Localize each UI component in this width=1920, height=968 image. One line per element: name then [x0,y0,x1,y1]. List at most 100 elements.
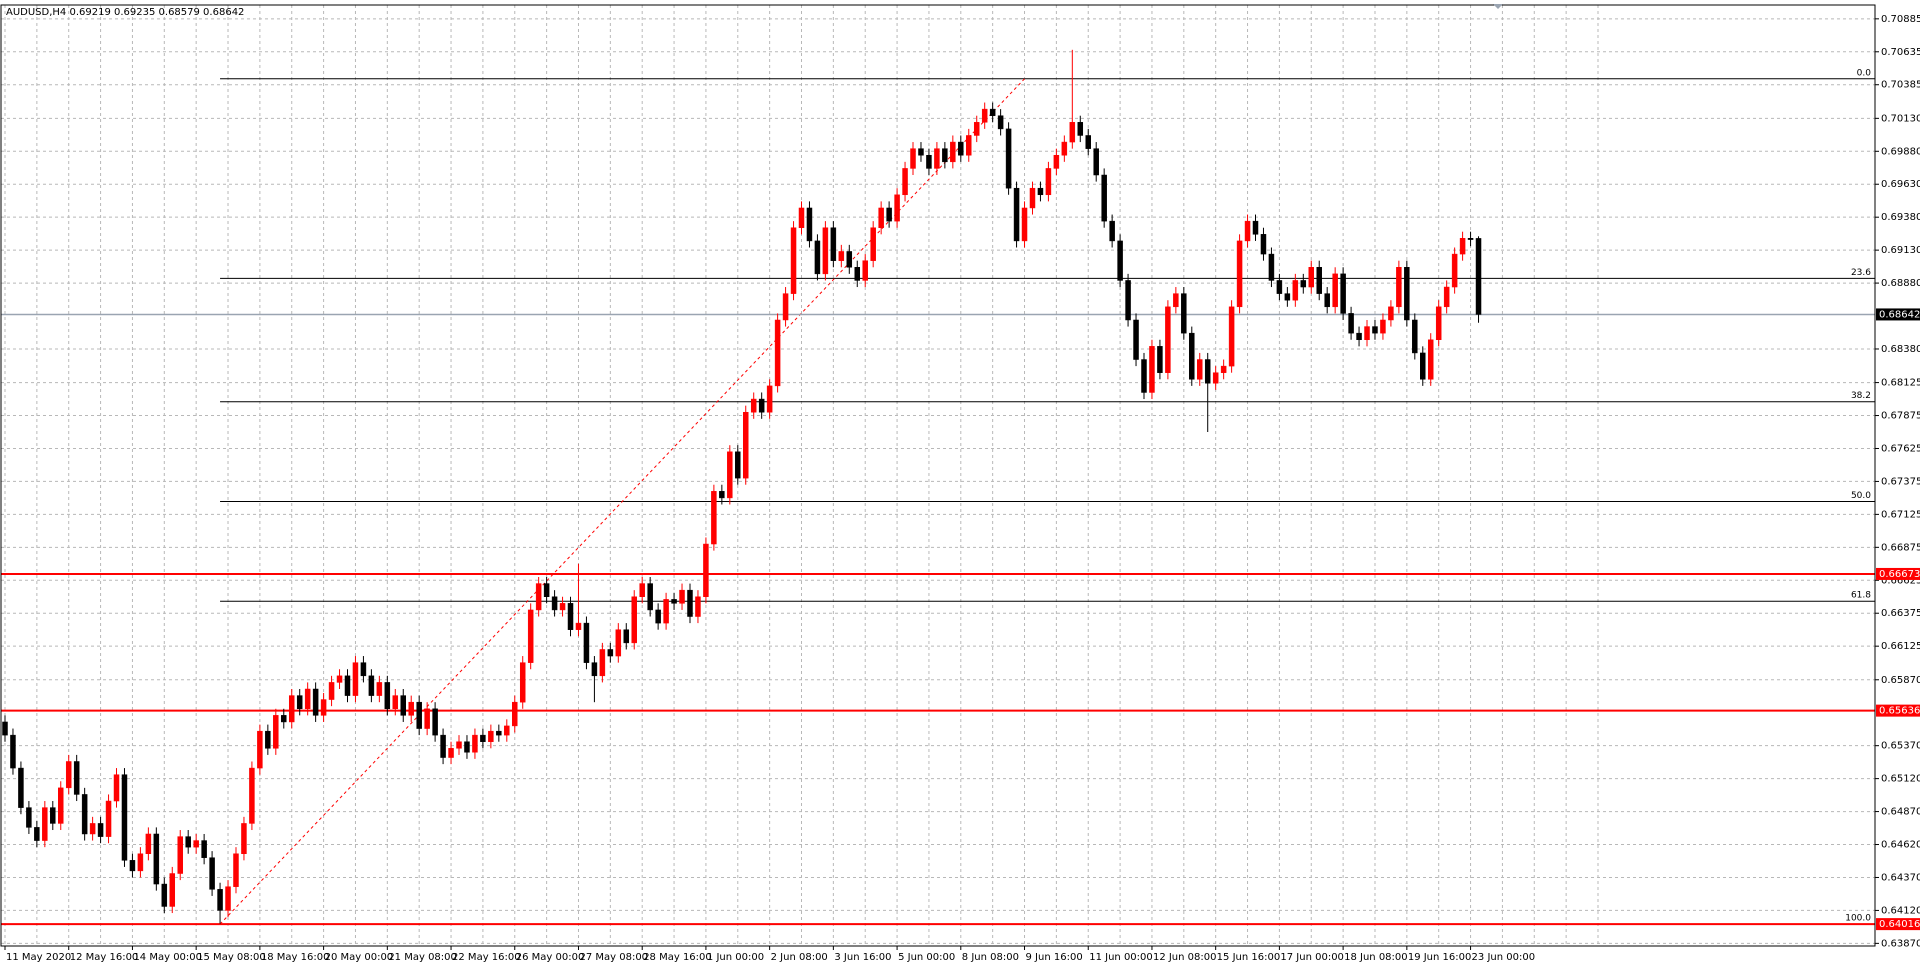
candle-body [1093,148,1099,176]
candle-body [480,734,486,742]
candle-body [217,889,223,911]
candle-body [1013,187,1020,242]
candle-body [1427,339,1434,380]
candle-body [894,194,900,222]
candle-body [58,787,64,824]
shift-marker [1493,4,1503,9]
axes: 0.70885 0.70635 0.70385 0.70130 0.69880 0.696… [4,14,1920,963]
candle-body [790,227,797,294]
current-price-box [1876,308,1920,321]
candle-body [1173,293,1179,308]
candle-body [527,609,534,663]
candle-body [185,836,191,848]
x-tick-label: 2 Jun 08:00 [771,952,828,963]
candle-body [1236,240,1243,308]
candle-body [177,836,183,874]
candle-body [1101,174,1107,222]
y-tick-label: 0.65370 [1881,741,1920,752]
y-tick-label: 0.66875 [1881,542,1920,553]
candle-body [1021,207,1028,242]
candle-body [830,227,837,261]
x-tick-label: 27 May 08:00 [579,952,648,963]
candle-body [129,860,136,872]
candle-body [1085,135,1091,149]
x-tick-label: 9 Jun 16:00 [1026,952,1083,963]
y-tick-label: 0.67625 [1881,443,1920,454]
x-tick-label: 18 May 16:00 [261,952,330,963]
candle-body [456,741,462,749]
candle-body [782,293,789,321]
candle-body [1157,346,1163,373]
candle-body [1420,352,1426,380]
candle-body [742,411,749,479]
candle-body [655,609,661,624]
y-tick-label: 0.70130 [1881,113,1920,124]
candle-body [1260,234,1267,255]
fib-level-label: 100.0 [1845,914,1871,924]
candle-body [1212,372,1219,384]
candle-body [281,715,287,723]
candle-body [360,662,367,677]
level-label: 0.65636 [1879,706,1920,717]
candle-body [758,398,765,413]
candle-body [1388,306,1394,321]
candle-body [512,701,518,727]
candle-body [400,695,406,716]
candle-body [368,675,375,696]
candle-body [1467,238,1474,240]
candle-body [918,148,924,156]
y-tick-label: 0.65870 [1881,675,1920,686]
candle-body [559,603,566,611]
candle-body [1380,319,1386,334]
x-tick-label: 22 May 16:00 [452,952,521,963]
candle-body [886,207,892,222]
x-tick-label: 5 Jun 00:00 [898,952,955,963]
candle-body [440,734,446,758]
candle-body [1005,128,1012,189]
candle-body [1308,267,1315,288]
candle-body [870,227,876,261]
candle-body [1053,154,1060,169]
candle-body [543,583,550,597]
y-tick-label: 0.69630 [1881,179,1920,190]
candle-body [671,599,677,604]
y-tick-label: 0.66125 [1881,641,1920,652]
grid [1,5,1875,946]
candle-body [1340,273,1346,314]
candle-body [448,748,454,758]
candle-body [424,708,430,729]
candle-body [1149,346,1155,393]
candle-body [97,823,104,837]
candle-body [902,168,908,196]
candle-body [639,583,645,597]
x-tick-label: 18 Jun 08:00 [1344,952,1408,963]
fib-level-label: 50.0 [1851,491,1871,501]
candle-body [1459,238,1466,255]
y-tick-label: 0.66375 [1881,608,1920,619]
candle-body [1069,122,1076,143]
candle-body [591,662,598,677]
x-tick-label: 11 May 2020 [6,952,71,963]
candles [2,49,1482,924]
candle-body [1228,306,1235,367]
candle-body [249,767,255,824]
candle-body [719,491,725,499]
candle-body [615,629,622,657]
candle-body [599,649,606,677]
candle-body [567,603,574,630]
candle-body [862,260,868,281]
candle-body [1284,293,1291,301]
candle-body [1348,313,1354,334]
x-tick-label: 12 May 16:00 [70,952,139,963]
level-box [1876,918,1920,931]
candle-body [1197,359,1203,380]
candle-body [1117,240,1123,281]
y-tick-label: 0.70885 [1881,14,1920,25]
candle-body [18,767,24,808]
x-tick-label: 23 Jun 00:00 [1472,952,1536,963]
candle-body [926,154,932,169]
x-tick-label: 11 Jun 00:00 [1089,952,1153,963]
candle-body [1292,280,1299,301]
